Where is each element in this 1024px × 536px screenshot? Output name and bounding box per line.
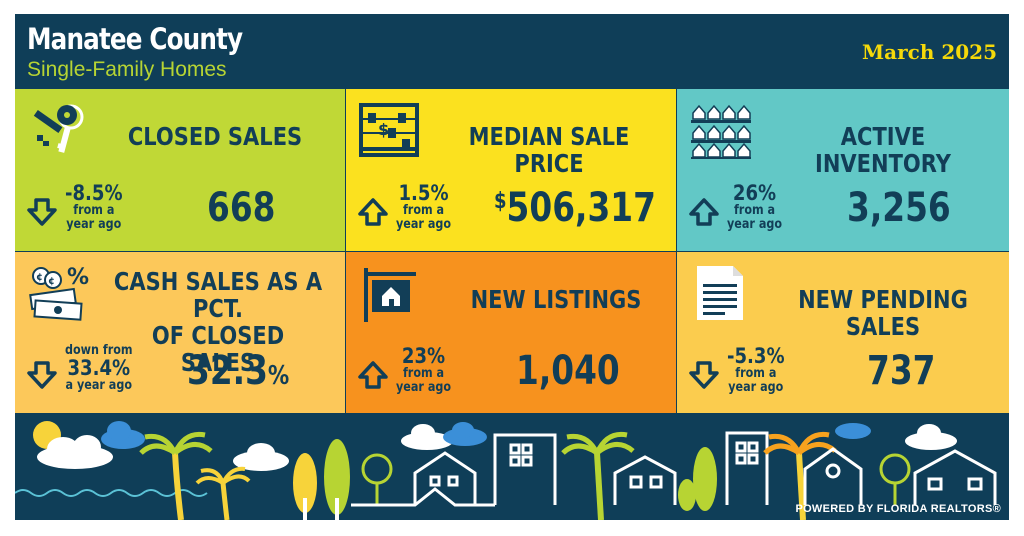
tile-title: NEW PENDING SALES — [798, 285, 968, 341]
arrow-down-icon — [689, 361, 719, 389]
abacus-icon: $ — [359, 103, 419, 157]
building-outline-icon — [493, 433, 557, 505]
arrow-up-icon — [358, 361, 388, 389]
change-text: 23% from a year ago — [396, 346, 451, 395]
change-period: year ago — [728, 380, 784, 395]
tile-cash-sales: ¢ ¢ % CASH SALES AS A PCT. OF CLOSED SAL… — [15, 252, 345, 413]
change-text: -5.3% from a year ago — [727, 346, 785, 395]
change-text: 1.5% from a year ago — [396, 183, 451, 232]
metric-number: 32.3 — [187, 348, 268, 394]
tile-title: CASH SALES AS A PCT. OF CLOSED SALES — [113, 268, 323, 376]
tree-icon — [361, 453, 393, 505]
cloud-blue-icon — [101, 421, 145, 449]
metric-value: 32.3% — [187, 348, 289, 394]
tile-median-sale-price: $ MEDIAN SALE PRICE 1.5% from a year ago… — [346, 89, 676, 251]
change-label: from a — [402, 203, 445, 218]
metric-value: $506,317 — [494, 185, 656, 231]
svg-text:%: % — [67, 265, 89, 290]
county-title: Manatee County — [27, 22, 243, 56]
change-percent: 1.5% — [398, 181, 449, 205]
wave-lines — [15, 489, 208, 497]
tile-title-line1: CASH SALES AS A PCT. — [113, 267, 323, 323]
tile-title: ACTIVE INVENTORY — [815, 122, 951, 178]
palm-tree-icon — [195, 466, 251, 520]
palm-tree-icon — [139, 431, 213, 520]
cloud-blue-icon — [443, 422, 487, 446]
building-outline-icon — [725, 431, 769, 505]
change-text: -8.5% from a year ago — [65, 183, 123, 232]
metric-value: 668 — [207, 185, 275, 231]
listing-sign-icon — [364, 268, 416, 322]
change-percent: -8.5% — [65, 181, 123, 205]
tree-icon — [324, 439, 350, 520]
change-period: year ago — [396, 380, 452, 395]
change-percent: -5.3% — [727, 344, 785, 368]
svg-text:¢: ¢ — [36, 272, 43, 283]
cash-percent-icon: ¢ ¢ % — [29, 265, 89, 321]
change-period: a year ago — [65, 378, 133, 393]
infographic: Manatee County Single-Family Homes March… — [15, 14, 1009, 520]
arrow-down-icon — [27, 198, 57, 226]
metric-number: 668 — [207, 185, 276, 231]
house-outline-icon — [803, 447, 863, 505]
tree-icon — [293, 453, 317, 520]
property-type-subtitle: Single-Family Homes — [27, 58, 227, 81]
percent-sign: % — [267, 361, 290, 391]
arrow-down-icon — [27, 361, 57, 389]
tile-new-listings: NEW LISTINGS 23% from a year ago 1,040 — [346, 252, 676, 413]
cloud-icon — [233, 443, 289, 471]
tree-icon — [879, 453, 911, 505]
arrow-up-icon — [358, 198, 388, 226]
house-outline-icon — [913, 449, 997, 505]
tile-title: MEDIAN SALE PRICE — [468, 122, 630, 178]
change-text: down from 33.4% a year ago — [65, 344, 133, 393]
metric-value: 1,040 — [516, 348, 620, 394]
metric-number: 506,317 — [506, 185, 656, 231]
change-period: year ago — [396, 217, 452, 232]
palm-tree-icon — [763, 431, 837, 520]
powered-by-footer: POWERED BY FLORIDA REALTORS® — [795, 503, 1001, 515]
cloud-icon — [37, 435, 113, 469]
svg-text:$: $ — [378, 120, 389, 139]
house-outline-icon — [351, 451, 495, 507]
metric-number: 737 — [867, 348, 936, 394]
change-label: from a — [733, 203, 776, 218]
metric-number: 1,040 — [516, 348, 620, 394]
change-text: 26% from a year ago — [727, 183, 782, 232]
keys-icon — [33, 104, 84, 153]
change-label: from a — [735, 366, 777, 381]
change-percent: 23% — [401, 344, 446, 368]
arrow-up-icon — [689, 198, 719, 226]
change-period: year ago — [727, 217, 783, 232]
metric-value: 3,256 — [847, 185, 951, 231]
cloud-blue-icon — [835, 423, 871, 439]
houses-grid-icon — [691, 104, 751, 159]
tile-closed-sales: CLOSED SALES -8.5% from a year ago 668 — [15, 89, 345, 251]
tile-title-line2: OF CLOSED SALES — [151, 321, 285, 377]
metric-value: 737 — [867, 348, 935, 394]
florida-scene-illustration — [15, 413, 1009, 520]
tile-title: NEW LISTINGS — [470, 285, 642, 314]
header: Manatee County Single-Family Homes March… — [15, 14, 1009, 89]
tile-title: CLOSED SALES — [127, 122, 303, 151]
svg-text:¢: ¢ — [48, 276, 55, 287]
metric-number: 3,256 — [847, 185, 951, 231]
change-percent: 26% — [732, 181, 777, 205]
change-label: from a — [73, 203, 115, 218]
change-label: down from — [65, 343, 133, 358]
tree-icon — [678, 447, 717, 511]
report-date: March 2025 — [862, 40, 997, 64]
cloud-icon — [401, 424, 453, 450]
tile-active-inventory: ACTIVE INVENTORY 26% from a year ago 3,2… — [677, 89, 1009, 251]
cloud-icon — [905, 424, 957, 450]
change-period: year ago — [66, 217, 122, 232]
change-percent: 33.4% — [67, 356, 131, 380]
currency-symbol: $ — [494, 189, 507, 214]
tile-new-pending-sales: NEW PENDING SALES -5.3% from a year ago … — [677, 252, 1009, 413]
palm-tree-icon — [561, 431, 635, 520]
change-label: from a — [402, 366, 445, 381]
house-outline-icon — [613, 455, 677, 505]
document-icon — [697, 266, 743, 320]
